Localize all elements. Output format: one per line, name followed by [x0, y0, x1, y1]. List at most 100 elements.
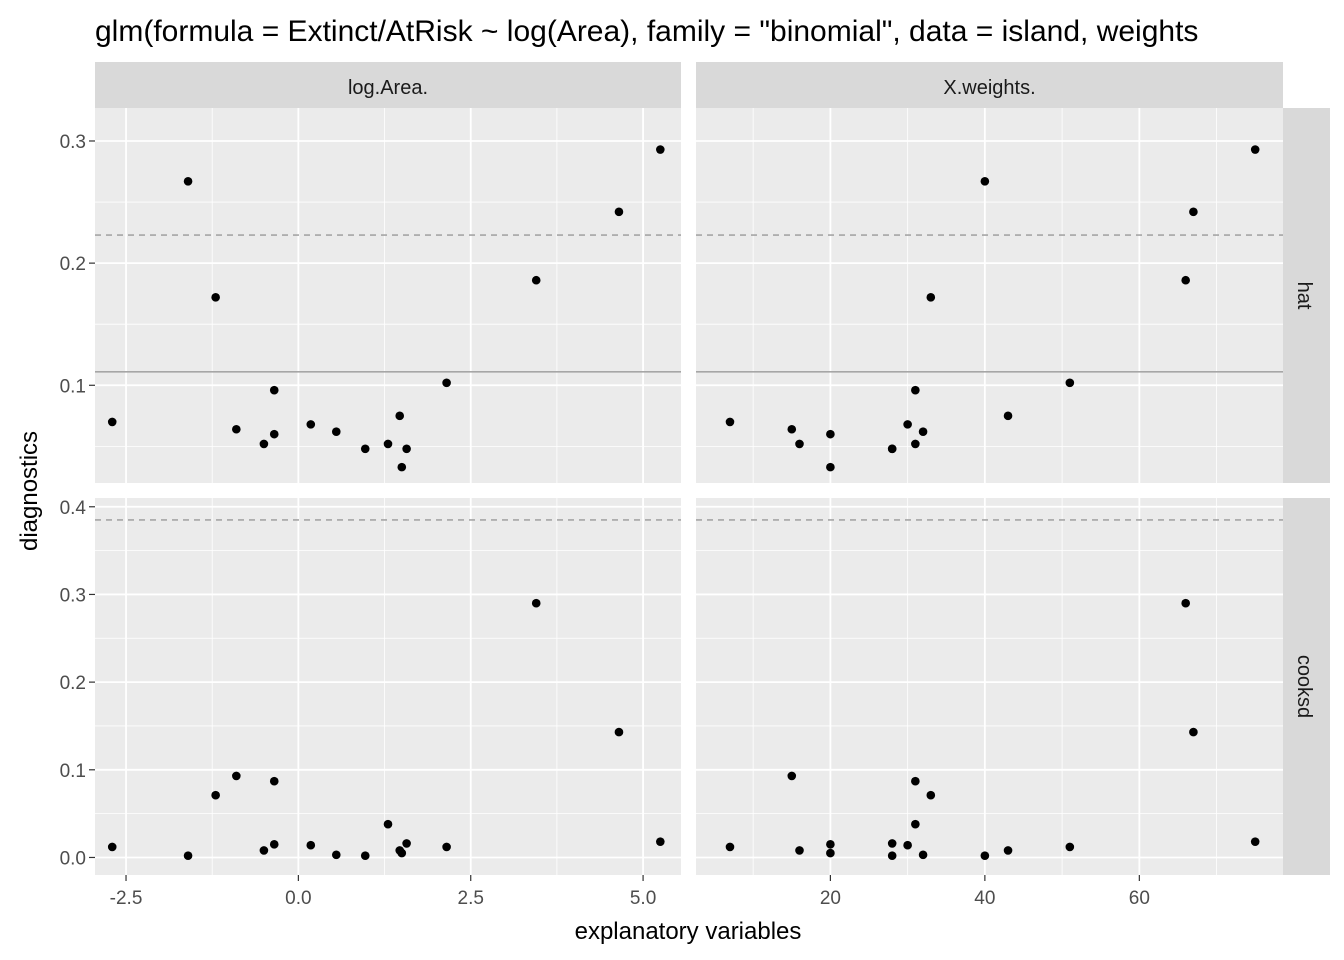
- strip-label-0: log.Area.: [348, 77, 428, 99]
- data-point: [402, 444, 411, 454]
- data-point: [402, 839, 411, 848]
- data-point: [259, 439, 269, 449]
- strip-label-1: X.weights.: [943, 77, 1035, 99]
- panel-cooksd-log.Area.: [95, 498, 681, 875]
- data-point: [107, 417, 117, 427]
- y-tick-label: 0.0: [60, 848, 86, 869]
- data-point: [1250, 837, 1260, 846]
- data-point: [903, 420, 912, 429]
- x-axis-title: explanatory variables: [575, 918, 802, 945]
- data-point: [787, 771, 797, 781]
- data-point: [397, 848, 407, 858]
- x-tick-label: 5.0: [630, 888, 656, 909]
- data-point: [1065, 842, 1075, 852]
- data-point: [360, 851, 370, 861]
- panel-background: [95, 498, 681, 875]
- data-point: [531, 598, 541, 608]
- data-point: [725, 417, 735, 427]
- data-point: [306, 840, 316, 850]
- strip-top-1: [696, 62, 1283, 108]
- data-point: [980, 851, 990, 861]
- data-point: [1003, 411, 1013, 421]
- panel-content: [696, 498, 1283, 875]
- data-point: [911, 819, 920, 829]
- data-point: [826, 840, 835, 849]
- panel-background: [696, 108, 1283, 483]
- strip-right-1: [1283, 498, 1330, 875]
- data-point: [1181, 275, 1190, 285]
- panel-hat-log.Area.: [95, 108, 681, 483]
- y-tick-label: 0.1: [60, 761, 86, 782]
- panel-background: [696, 498, 1283, 875]
- data-point: [787, 424, 797, 434]
- data-point: [531, 275, 541, 285]
- data-point: [911, 385, 920, 395]
- data-point: [887, 839, 897, 848]
- data-point: [887, 444, 897, 454]
- x-tick-label: 40: [974, 888, 995, 909]
- panel-cooksd-X.weights.: [696, 498, 1283, 875]
- data-point: [269, 840, 279, 849]
- data-point: [887, 851, 897, 861]
- y-tick-label: 0.2: [60, 254, 86, 275]
- data-point: [395, 411, 405, 421]
- strip-row-label-0: hat: [1293, 282, 1315, 310]
- data-point: [918, 427, 928, 436]
- data-point: [656, 837, 665, 846]
- data-point: [911, 439, 920, 449]
- data-point: [107, 842, 117, 852]
- data-point: [259, 846, 269, 855]
- data-point: [926, 293, 936, 302]
- data-point: [383, 439, 393, 449]
- facet-panels: log.Area. X.weights. hat cooksd 0.1 0.2 0.3 0.0…: [60, 62, 1330, 909]
- data-point: [903, 840, 912, 850]
- panel-content: [95, 498, 681, 875]
- y-tick-label: 0.3: [60, 585, 86, 606]
- data-point: [1250, 145, 1260, 154]
- data-point: [442, 842, 451, 852]
- data-point: [1189, 727, 1198, 737]
- strip-row-label-1: cooksd: [1293, 655, 1315, 718]
- data-point: [826, 429, 835, 439]
- panel-content: [696, 108, 1283, 483]
- data-point: [826, 462, 835, 472]
- data-point: [306, 420, 316, 429]
- data-point: [1003, 846, 1013, 855]
- panel-background: [95, 108, 681, 483]
- data-point: [795, 846, 804, 855]
- data-point: [360, 444, 370, 454]
- data-point: [926, 790, 936, 800]
- data-point: [1065, 378, 1075, 388]
- strip-right-0: [1283, 108, 1330, 483]
- data-point: [725, 842, 735, 852]
- data-point: [269, 385, 279, 395]
- data-point: [1189, 207, 1198, 217]
- data-point: [211, 790, 220, 800]
- x-tick-label: 20: [820, 888, 841, 909]
- x-tick-label: 60: [1129, 888, 1150, 909]
- data-point: [183, 851, 193, 861]
- data-point: [269, 429, 279, 439]
- y-tick-label: 0.3: [60, 132, 86, 153]
- data-point: [397, 462, 407, 472]
- strip-top-0: [95, 62, 681, 108]
- data-point: [383, 819, 393, 829]
- data-point: [656, 145, 665, 154]
- data-point: [826, 848, 835, 858]
- y-tick-label: 0.4: [60, 498, 87, 519]
- data-point: [211, 293, 220, 302]
- data-point: [980, 176, 990, 186]
- data-point: [269, 776, 279, 786]
- y-axis-title: diagnostics: [16, 431, 43, 551]
- panel-hat-X.weights.: [696, 108, 1283, 483]
- data-point: [442, 378, 451, 388]
- data-point: [331, 427, 341, 436]
- data-point: [331, 850, 341, 860]
- data-point: [232, 424, 241, 434]
- data-point: [614, 727, 624, 737]
- x-tick-label: 0.0: [285, 888, 311, 909]
- data-point: [911, 776, 920, 786]
- data-point: [1181, 598, 1190, 608]
- plot-title: glm(formula = Extinct/AtRisk ~ log(Area)…: [95, 15, 1198, 48]
